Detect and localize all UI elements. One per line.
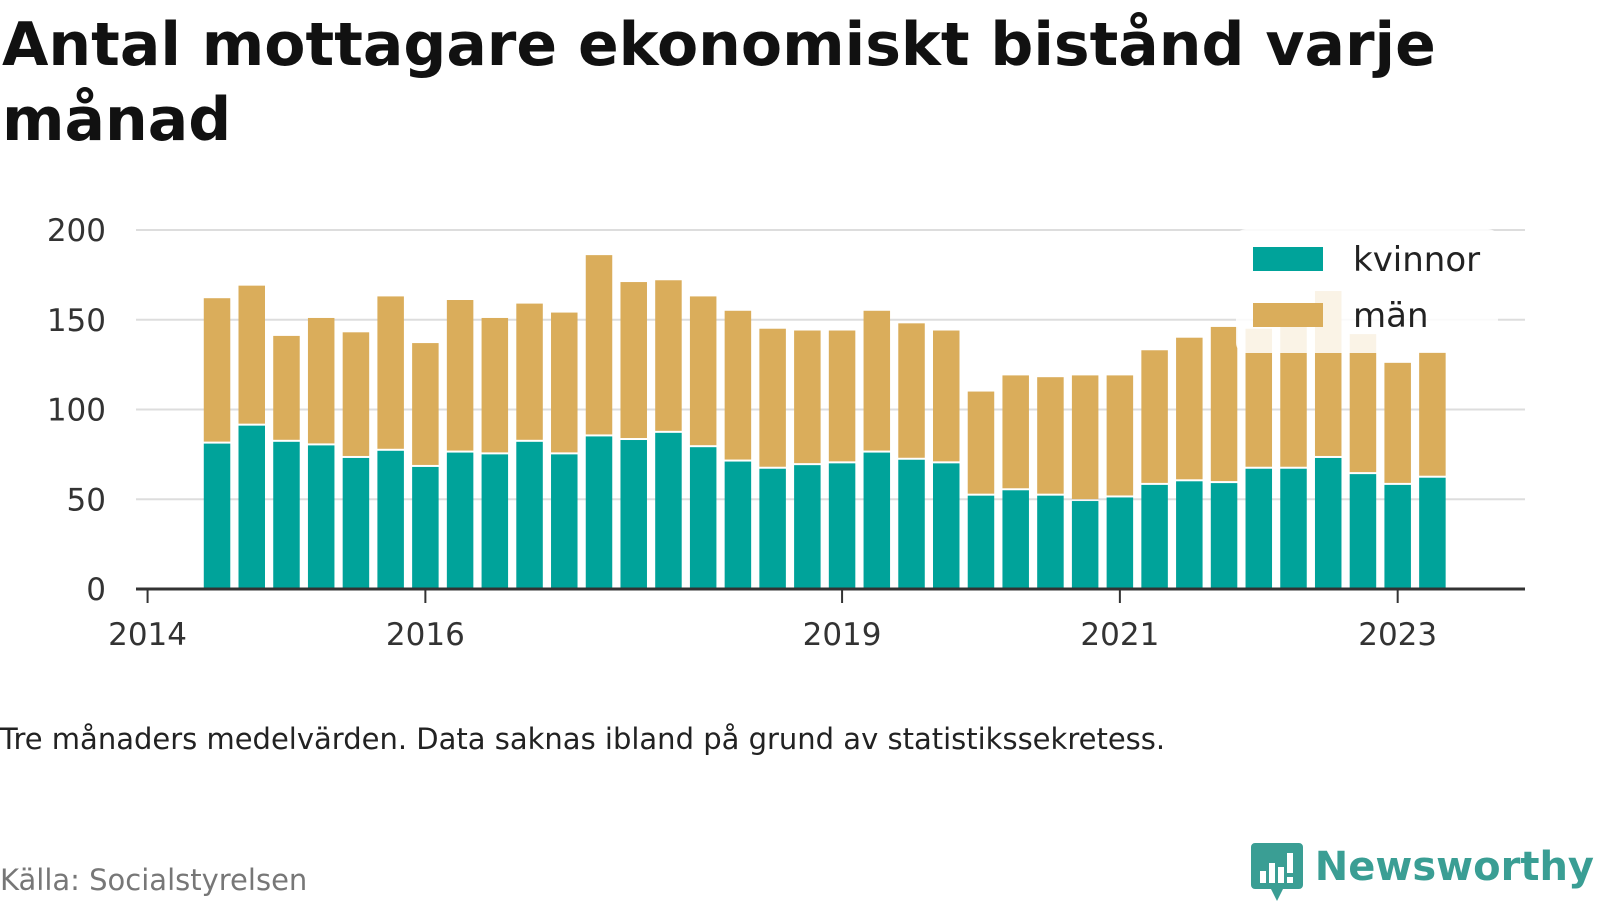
bar-man (412, 343, 439, 465)
axes: 0 50 100 150 200 2014 2016 2019 2021 2023 (47, 213, 1525, 653)
bar-kvinnor (342, 457, 370, 589)
bar-kvinnor (446, 452, 474, 589)
legend-swatch (1253, 247, 1323, 271)
bar-kvinnor (481, 454, 509, 589)
brand-name: Newsworthy (1314, 844, 1594, 890)
bar-kvinnor (759, 468, 786, 589)
bar-man (342, 332, 370, 456)
chart-note: Tre månaders medelvärden. Data saknas ib… (0, 722, 1166, 756)
newsworthy-logo-icon (1250, 843, 1303, 901)
legend-label: kvinnor (1353, 240, 1480, 280)
bar-kvinnor (273, 441, 300, 589)
chart-title: Antal mottagare ekonomiskt bistånd varje… (2, 10, 1436, 155)
bar-man (481, 317, 509, 453)
bar-kvinnor (1071, 501, 1099, 589)
legend-swatch (1253, 303, 1323, 327)
legend-label: män (1353, 296, 1429, 336)
bar-kvinnor (967, 495, 995, 589)
bars (203, 255, 1446, 589)
x-tick-label: 2016 (386, 617, 465, 653)
bar-man (724, 310, 752, 460)
y-tick-label: 200 (47, 213, 106, 249)
bar-kvinnor (203, 443, 231, 589)
bar-kvinnor (1419, 477, 1446, 589)
bar-kvinnor (724, 461, 752, 589)
bar-kvinnor (1037, 495, 1064, 589)
bar-kvinnor (1245, 468, 1273, 589)
bar-man (1141, 350, 1168, 483)
bar-kvinnor (377, 450, 404, 589)
bar-man (203, 298, 231, 442)
x-tick-label: 2019 (803, 617, 882, 653)
bar-kvinnor (898, 459, 925, 589)
bar-man (446, 300, 474, 451)
bar-kvinnor (620, 440, 647, 589)
bar-kvinnor (1210, 483, 1238, 589)
bar-man (1176, 337, 1203, 480)
bar-man (689, 296, 717, 446)
bar-man (1071, 375, 1099, 500)
bar-man (933, 330, 960, 462)
bar-man (1210, 326, 1238, 482)
bar-man (655, 280, 682, 431)
bar-man (377, 296, 404, 449)
bar-man (1037, 377, 1064, 494)
bar-man (1002, 375, 1029, 489)
bar-kvinnor (828, 463, 856, 589)
bar-kvinnor (655, 432, 682, 589)
bar-man (516, 303, 543, 440)
bar-man (967, 391, 995, 494)
bar-kvinnor (1280, 468, 1307, 589)
bar-kvinnor (1349, 474, 1377, 589)
bar-man (828, 330, 856, 462)
bar-man (898, 323, 925, 458)
y-tick-label: 100 (47, 393, 106, 429)
bar-kvinnor (794, 465, 821, 589)
bar-kvinnor (412, 466, 439, 589)
bar-man (238, 285, 265, 424)
bar-kvinnor (585, 436, 613, 589)
bar-man (620, 282, 647, 439)
bar-kvinnor (933, 463, 960, 589)
bar-man (585, 255, 613, 435)
bar-kvinnor (1314, 457, 1342, 589)
bar-kvinnor (863, 452, 891, 589)
bar-kvinnor (307, 445, 335, 589)
bar-man (759, 328, 786, 467)
x-tick-label: 2014 (108, 617, 187, 653)
legend: kvinnor män (1236, 229, 1498, 353)
bar-man (273, 335, 300, 440)
brand-logo: Newsworthy (1250, 843, 1594, 903)
bar-kvinnor (238, 425, 265, 589)
bar-man (1106, 375, 1134, 496)
bar-kvinnor (1384, 484, 1411, 589)
source-label: Källa: Socialstyrelsen (0, 863, 308, 897)
y-tick-label: 150 (47, 303, 106, 339)
bar-man (863, 310, 891, 451)
bar-man (307, 317, 335, 444)
bar-kvinnor (1141, 484, 1168, 589)
bar-man (1384, 362, 1411, 483)
stacked-bar-chart: 0 50 100 150 200 2014 2016 2019 2021 2023 kvinnor… (47, 213, 1525, 653)
bar-kvinnor (1106, 497, 1134, 589)
bar-man (551, 312, 578, 453)
y-tick-label: 0 (86, 572, 106, 608)
x-tick-label: 2023 (1358, 617, 1437, 653)
bar-man (794, 330, 821, 464)
x-tick-label: 2021 (1080, 617, 1159, 653)
bar-kvinnor (551, 454, 578, 589)
bar-kvinnor (1002, 490, 1029, 589)
bar-kvinnor (516, 441, 543, 589)
bar-kvinnor (1176, 481, 1203, 589)
bar-man (1419, 352, 1446, 476)
bar-man (1349, 334, 1377, 473)
y-tick-label: 50 (67, 482, 106, 518)
bar-kvinnor (689, 447, 717, 589)
